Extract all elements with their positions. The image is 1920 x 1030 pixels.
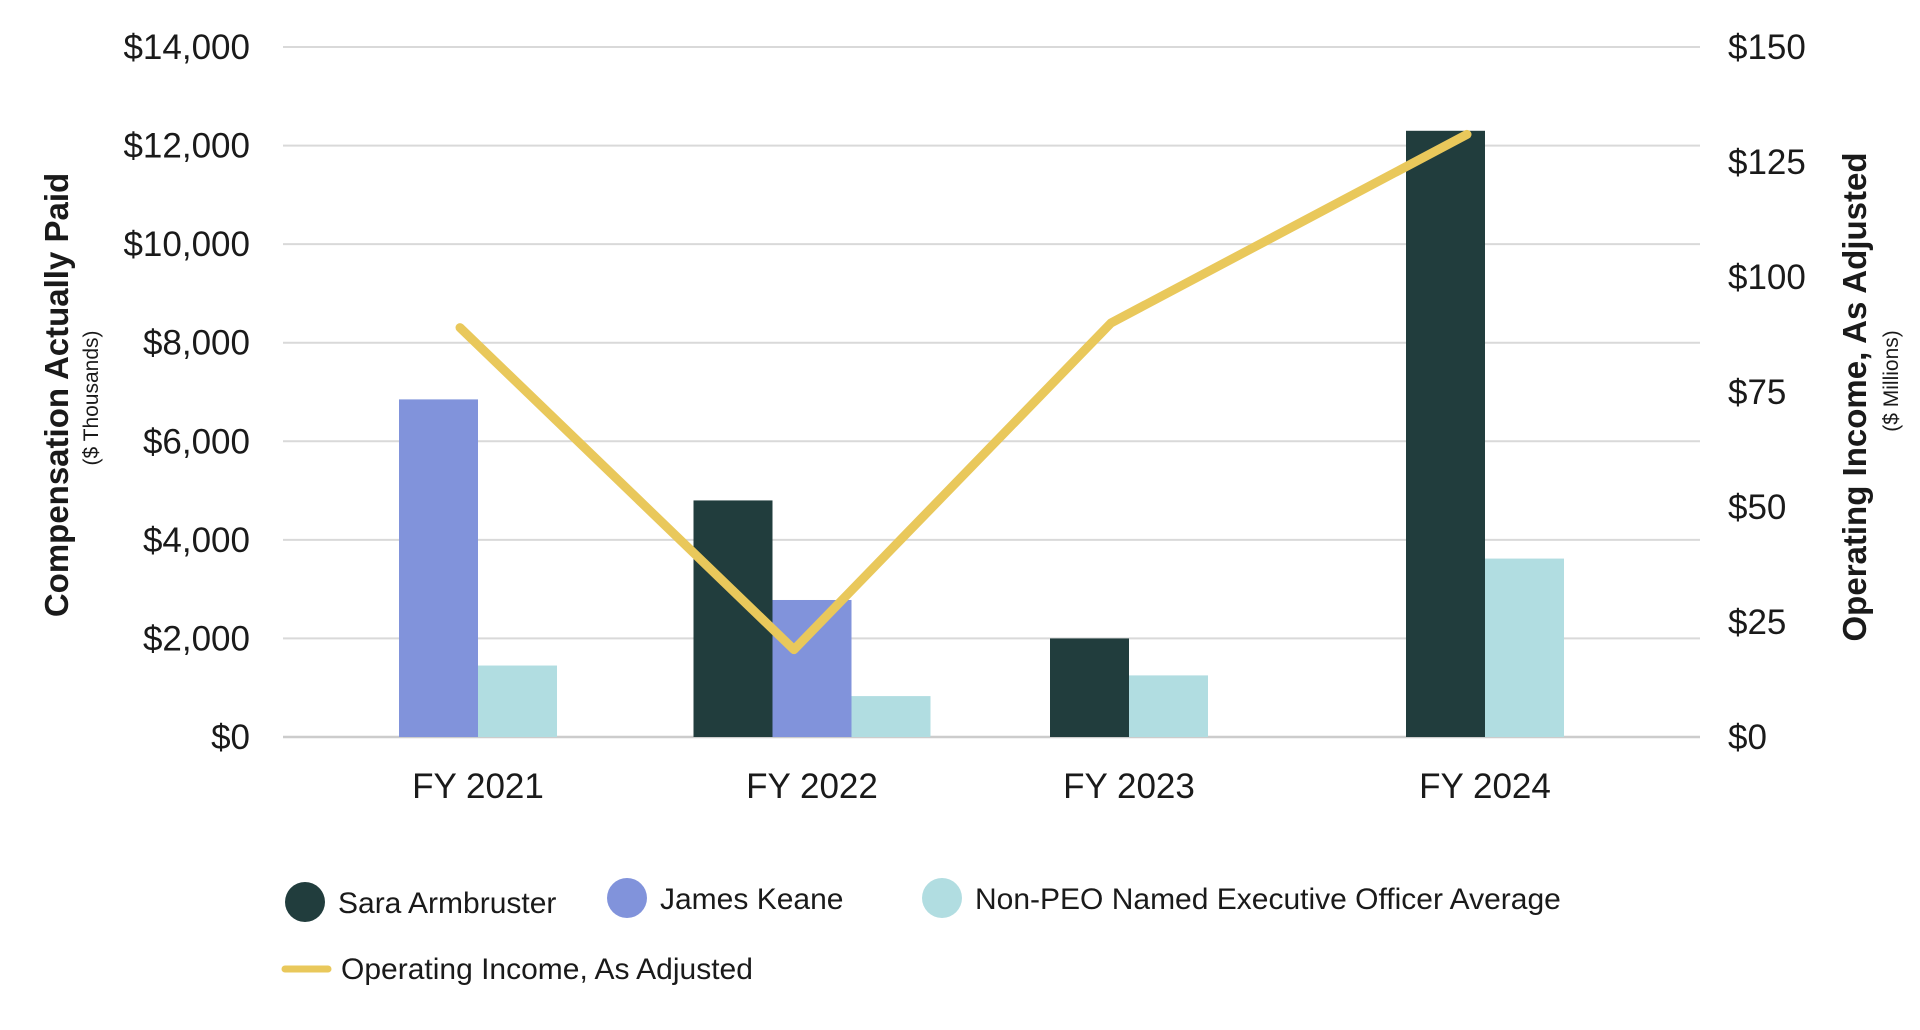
category-label-fy-2022: FY 2022 <box>746 767 878 806</box>
right-axis-ticks: $0 $25 $50 $75 $100 $125 $150 <box>1728 28 1806 757</box>
legend-swatch-sara-armbruster <box>285 882 325 922</box>
bar-non-peo-named-executive-officer-average-fy-2021 <box>478 665 557 737</box>
left-tick-label: $6,000 <box>143 422 250 461</box>
category-label-fy-2023: FY 2023 <box>1063 767 1195 806</box>
right-axis-title: Operating Income, As Adjusted <box>1836 153 1873 642</box>
bar-james-keane-fy-2022 <box>772 599 852 737</box>
right-tick-label: $50 <box>1728 488 1786 527</box>
bars <box>399 130 1564 738</box>
left-tick-label: $2,000 <box>143 619 250 658</box>
legend-swatch-non-peo-named-executive-officer-average <box>922 878 962 918</box>
legend-item-non-peo-named-executive-officer-average: Non-PEO Named Executive Officer Average <box>922 878 1561 918</box>
bar-non-peo-named-executive-officer-average-fy-2023 <box>1129 675 1208 737</box>
legend-item-operating-income-as-adjusted: Operating Income, As Adjusted <box>281 953 753 986</box>
legend: Sara Armbruster James Keane Non-PEO Named … <box>281 878 1561 986</box>
right-tick-label: $150 <box>1728 28 1806 67</box>
category-label-fy-2021: FY 2021 <box>412 767 544 806</box>
bar-non-peo-named-executive-officer-average-fy-2024 <box>1485 558 1564 737</box>
bar-non-peo-named-executive-officer-average-fy-2022 <box>851 696 931 737</box>
left-tick-label: $14,000 <box>123 28 250 67</box>
right-tick-label: $125 <box>1728 143 1806 182</box>
category-label-fy-2024: FY 2024 <box>1419 767 1551 806</box>
operating-income-line-path <box>455 129 1472 655</box>
right-tick-label: $25 <box>1728 603 1786 642</box>
legend-label-james-keane: James Keane <box>660 883 843 916</box>
right-tick-label: $100 <box>1728 258 1806 297</box>
left-axis-title: Compensation Actually Paid <box>38 173 75 617</box>
left-tick-label: $4,000 <box>143 521 250 560</box>
right-axis-subtitle: ($ Millions) <box>1880 330 1903 432</box>
left-tick-label: $0 <box>211 718 250 757</box>
legend-item-james-keane: James Keane <box>607 878 843 918</box>
legend-label-operating-income-as-adjusted: Operating Income, As Adjusted <box>341 953 753 986</box>
bar-james-keane-fy-2021 <box>399 399 478 737</box>
left-tick-label: $8,000 <box>143 324 250 363</box>
left-tick-label: $10,000 <box>123 225 250 264</box>
left-axis-subtitle: ($ Thousands) <box>80 330 103 465</box>
legend-label-non-peo-named-executive-officer-average: Non-PEO Named Executive Officer Average <box>975 883 1561 916</box>
operating-income-line <box>455 129 1472 655</box>
category-labels: FY 2021 FY 2022 FY 2023 FY 2024 <box>412 767 1551 806</box>
right-tick-label: $75 <box>1728 373 1786 412</box>
right-tick-label: $0 <box>1728 718 1767 757</box>
legend-swatch-james-keane <box>607 878 647 918</box>
left-tick-label: $12,000 <box>123 127 250 166</box>
legend-item-sara-armbruster: Sara Armbruster <box>285 882 556 922</box>
legend-label-sara-armbruster: Sara Armbruster <box>338 887 556 920</box>
left-axis-ticks: $0 $2,000 $4,000 $6,000 $8,000 $10,000 $12,000… <box>123 28 250 757</box>
bar-sara-armbruster-fy-2024 <box>1406 130 1485 738</box>
bar-sara-armbruster-fy-2023 <box>1050 638 1129 737</box>
